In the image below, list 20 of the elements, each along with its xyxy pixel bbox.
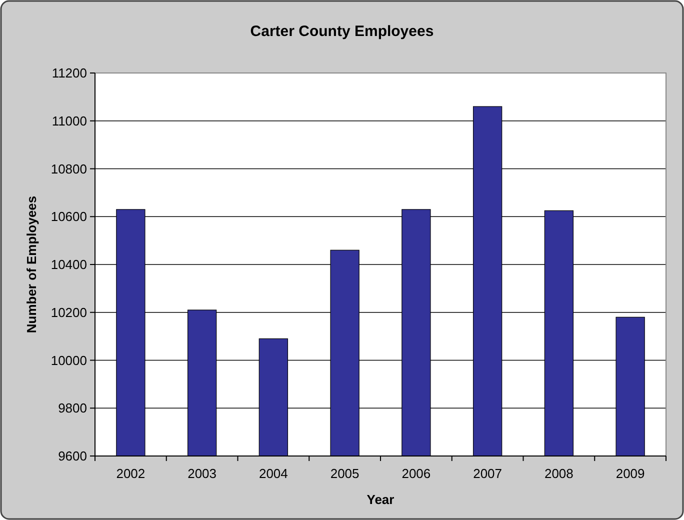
x-tick-label: 2006 xyxy=(402,466,431,481)
x-tick-label: 2008 xyxy=(544,466,574,481)
y-axis-title: Number of Employees xyxy=(24,196,39,334)
y-tick-label: 10800 xyxy=(50,161,87,176)
y-tick-label: 10000 xyxy=(50,352,87,368)
x-tick-label: 2002 xyxy=(116,466,146,481)
x-tick-label: 2004 xyxy=(258,466,288,481)
x-tick-label: 2003 xyxy=(188,466,217,481)
y-tick-label: 9600 xyxy=(58,448,87,464)
chart-title: Carter County Employees xyxy=(250,23,434,40)
x-tick-label: 2009 xyxy=(616,466,645,481)
x-tick-label: 2005 xyxy=(330,466,360,481)
y-tick-label: 10600 xyxy=(50,209,87,224)
y-tick-label: 9800 xyxy=(58,400,87,416)
y-tick-label: 10200 xyxy=(50,304,87,320)
y-tick-label: 11200 xyxy=(52,66,87,81)
y-tick-label: 11000 xyxy=(52,113,87,128)
x-tick-label: 2007 xyxy=(473,466,502,481)
x-axis-title: Year xyxy=(366,492,394,507)
y-tick-label: 10400 xyxy=(50,257,87,272)
